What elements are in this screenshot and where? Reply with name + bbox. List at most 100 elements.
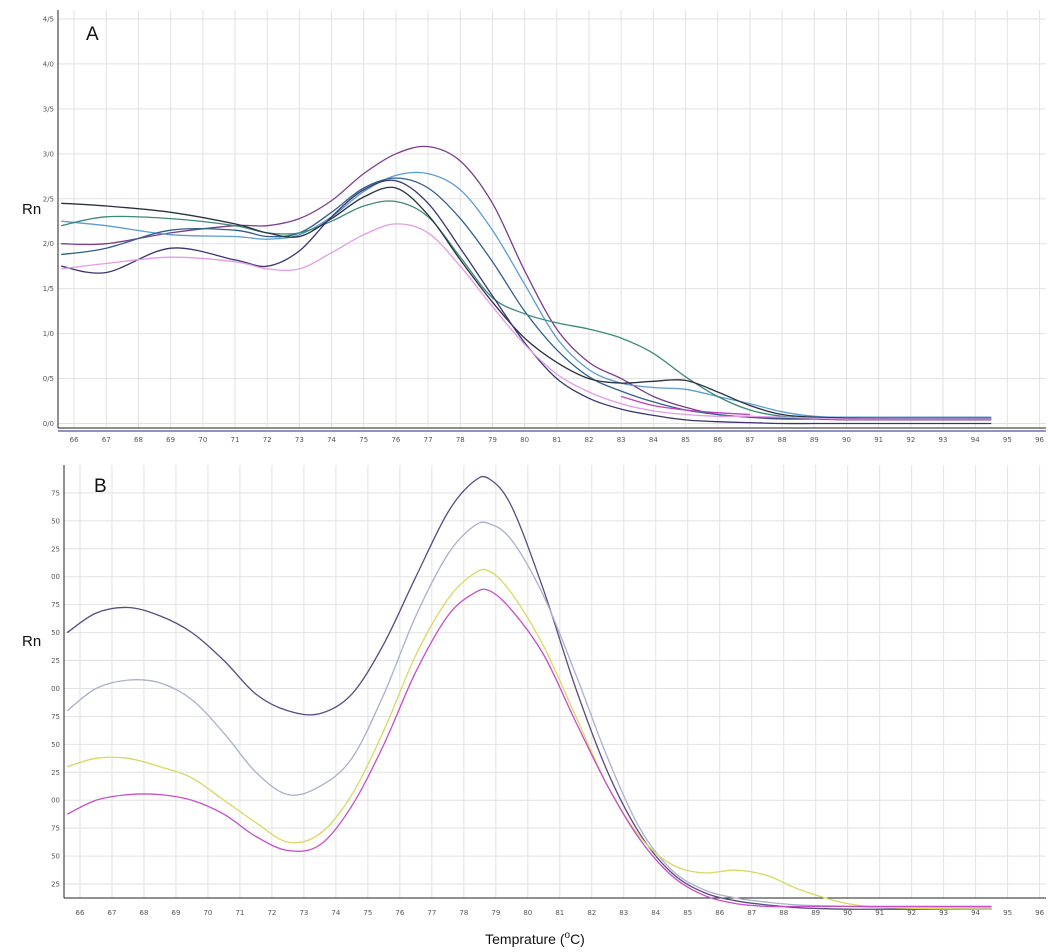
panel-b-ytick-label: 50	[51, 741, 60, 749]
panel-a-xtick-label: 91	[874, 436, 883, 444]
panel-b-xtick-label: 86	[715, 909, 724, 917]
panel-a-series-line-5	[61, 186, 992, 420]
panel-a-xtick-label: 94	[971, 436, 980, 444]
panel-a-ytick-label: 2/0	[43, 240, 54, 248]
panel-a-xtick-label: 76	[391, 436, 400, 444]
panel-b-xtick-label: 71	[235, 909, 244, 917]
panel-a-series-line-7	[61, 223, 992, 420]
panel-a-xtick-label: 72	[263, 436, 272, 444]
panel-a-xtick-label: 93	[939, 436, 948, 444]
panel-b-xtick-label: 79	[491, 909, 500, 917]
panel-b-xtick-label: 77	[427, 909, 436, 917]
panel-b-ytick-label: 75	[51, 825, 60, 833]
panel-a-xtick-label: 79	[488, 436, 497, 444]
panel-b-xtick-label: 92	[907, 909, 916, 917]
x-axis-label: Temprature (oC)	[485, 930, 585, 947]
panel-a-xtick-label: 73	[295, 436, 304, 444]
panel-b-xtick-label: 83	[619, 909, 628, 917]
panel-a-xtick-label: 88	[778, 436, 787, 444]
panel-a-xtick-label: 67	[102, 436, 111, 444]
panel-b-xtick-label: 94	[971, 909, 980, 917]
panel-a-ytick-label: 2/5	[43, 195, 54, 203]
panel-a-ytick-label: 1/0	[43, 330, 54, 338]
panel-a-ytick-label: 0/0	[43, 420, 54, 428]
panel-a-xtick-label: 81	[552, 436, 561, 444]
panel-b-ytick-label: 50	[51, 517, 60, 525]
panel-a-series-line-8	[621, 395, 750, 416]
panel-b-series-line-3	[67, 568, 992, 910]
panel-a-xtick-label: 85	[681, 436, 690, 444]
panel-a-xtick-label: 83	[617, 436, 626, 444]
panel-a-xtick-label: 80	[520, 436, 529, 444]
panel-a-xtick-label: 84	[649, 436, 658, 444]
panel-b-xtick-label: 87	[747, 909, 756, 917]
panel-b-ytick-label: 50	[51, 629, 60, 637]
panel-b-xtick-label: 72	[267, 909, 276, 917]
panel-a-xtick-label: 90	[842, 436, 851, 444]
panel-b-xtick-label: 78	[459, 909, 468, 917]
panel-b-xtick-label: 95	[1003, 909, 1012, 917]
panel-a-xtick-label: 96	[1035, 436, 1044, 444]
panel-b-ytick-label: 00	[51, 573, 60, 581]
panel-b-ytick-label: 75	[51, 489, 60, 497]
panel-b-ytick-label: 00	[51, 797, 60, 805]
panel-a-ytick-label: 3/0	[43, 150, 54, 158]
panel-b-chart: 25 50 75 00 25 50 75 00 25 50 75 00 25 50 75 66 67 68 69 70…	[22, 465, 1046, 947]
panel-b-ytick-label: 00	[51, 685, 60, 693]
panel-b-ytick-label: 25	[51, 881, 60, 889]
panel-b-xtick-label: 70	[203, 909, 212, 917]
panel-a-series-line-6	[61, 179, 992, 425]
panel-b-xtick-label: 96	[1035, 909, 1044, 917]
panel-a-series-line-2	[61, 171, 992, 418]
panel-b-xtick-label: 74	[331, 909, 340, 917]
panel-b-xtick-label: 67	[108, 909, 117, 917]
panel-a-xtick-label: 86	[713, 436, 722, 444]
panel-b-xtick-label: 66	[76, 909, 85, 917]
panel-a-xtick-label: 74	[327, 436, 336, 444]
panel-b-series-line-2	[66, 521, 992, 909]
panel-b-xtick-label: 85	[683, 909, 692, 917]
panel-a-xtick-label: 70	[198, 436, 207, 444]
panel-a-ytick-label: 1/5	[43, 285, 54, 293]
panel-a-xtick-label: 78	[456, 436, 465, 444]
panel-b-series-line-4	[66, 588, 992, 908]
panel-a-xtick-label: 71	[231, 436, 240, 444]
panel-a-chart: 0/0 0/5 1/0 1/5 2/0 2/5 3/0 3/5 4/0 4/5 66 67 68 69 70…	[22, 10, 1046, 444]
panel-a-ytick-label: 4/5	[43, 15, 54, 23]
panel-a-label: A	[86, 24, 99, 45]
panel-a-y-axis-label: Rn	[22, 201, 41, 218]
panel-b-ytick-label: 75	[51, 601, 60, 609]
panel-b-label: B	[94, 476, 107, 497]
panel-b-xtick-label: 69	[171, 909, 180, 917]
panel-b-xtick-label: 93	[939, 909, 948, 917]
panel-b-xtick-label: 88	[779, 909, 788, 917]
panel-b-ytick-label: 75	[51, 713, 60, 721]
panel-b-series-line-1	[66, 475, 992, 910]
panel-b-xtick-label: 75	[363, 909, 372, 917]
panel-b-xtick-label: 76	[395, 909, 404, 917]
panel-b-xtick-label: 84	[651, 909, 660, 917]
panel-a-xtick-label: 82	[585, 436, 594, 444]
panel-a-xtick-label: 68	[134, 436, 143, 444]
panel-b-xtick-label: 73	[299, 909, 308, 917]
panel-b-xtick-label: 90	[843, 909, 852, 917]
panel-a-series-line-4	[61, 200, 992, 420]
panel-b-y-axis-label: Rn	[22, 633, 41, 650]
panel-b-ytick-label: 50	[51, 853, 60, 861]
panel-a-xtick-label: 69	[166, 436, 175, 444]
panel-b-ytick-label: 25	[51, 769, 60, 777]
panel-a-ytick-label: 4/0	[43, 60, 54, 68]
panel-a-series-line-1	[61, 145, 992, 421]
panel-b-ytick-label: 25	[51, 545, 60, 553]
panel-a-xtick-label: 87	[745, 436, 754, 444]
panel-a-xtick-label: 92	[906, 436, 915, 444]
panel-a-xtick-label: 77	[424, 436, 433, 444]
panel-a-ytick-label: 0/5	[43, 375, 54, 383]
panel-b-xtick-label: 91	[875, 909, 884, 917]
panel-b-xtick-label: 89	[811, 909, 820, 917]
panel-a-xtick-label: 95	[1003, 436, 1012, 444]
panel-a-xtick-label: 75	[359, 436, 368, 444]
panel-b-xtick-label: 80	[523, 909, 532, 917]
panel-b-ytick-label: 25	[51, 657, 60, 665]
